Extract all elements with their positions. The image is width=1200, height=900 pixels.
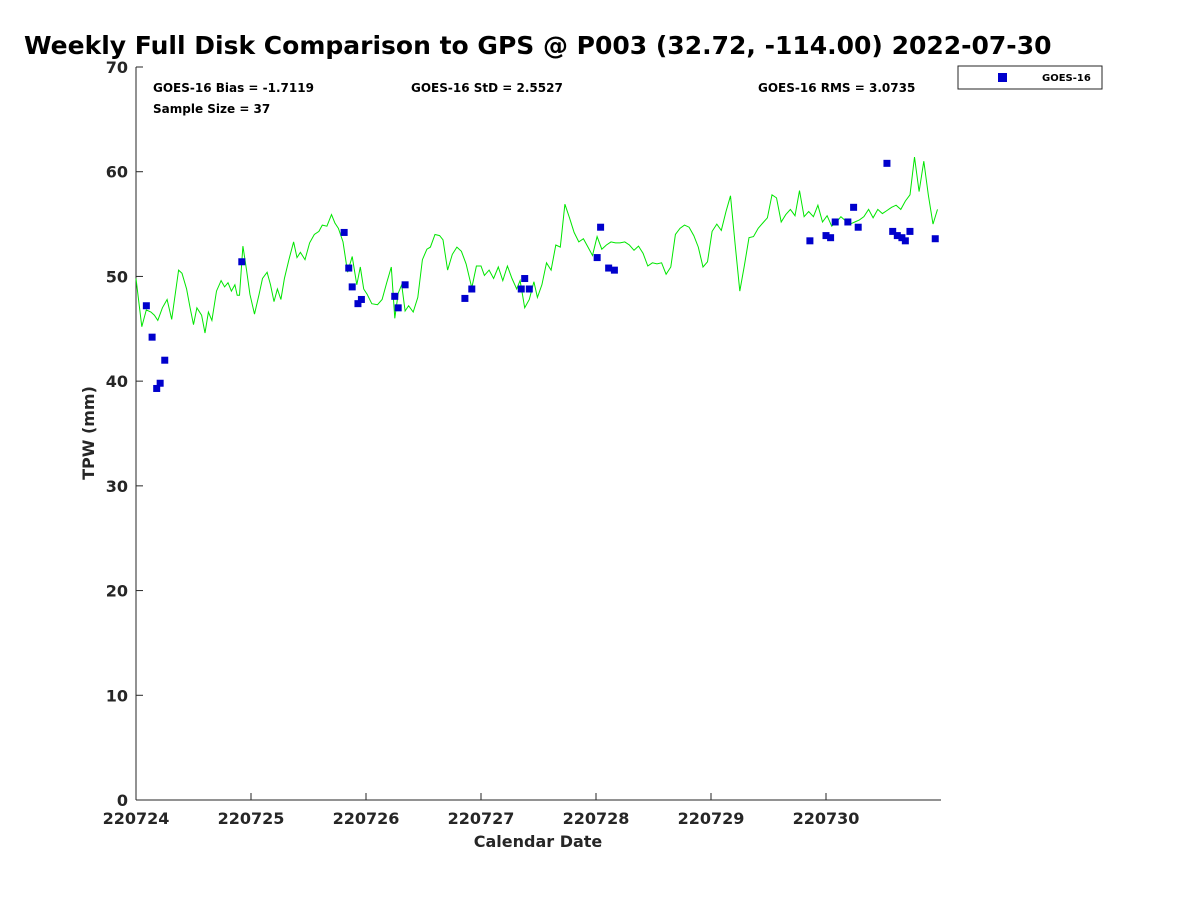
- x-tick-label: 220729: [678, 809, 745, 828]
- goes16-data-point: [348, 283, 356, 291]
- rms-stat: GOES-16 RMS = 3.0735: [758, 81, 915, 95]
- goes16-data-point: [893, 232, 901, 240]
- legend-box: [957, 65, 1103, 90]
- goes16-data-point: [340, 228, 348, 236]
- y-tick-label: 70: [106, 58, 128, 77]
- goes16-data-point: [883, 159, 891, 167]
- goes16-data-point: [806, 237, 814, 245]
- y-tick-label: 10: [106, 686, 128, 705]
- goes16-data-point: [238, 258, 246, 266]
- x-axis-label: Calendar Date: [474, 832, 603, 851]
- goes16-data-point: [357, 295, 365, 303]
- goes16-data-point: [142, 302, 150, 310]
- y-tick-label: 40: [106, 372, 128, 391]
- goes16-data-point: [593, 254, 601, 262]
- goes16-data-point: [827, 234, 835, 242]
- goes16-data-point: [850, 203, 858, 211]
- goes16-data-point: [597, 223, 605, 231]
- goes16-points: [142, 159, 939, 392]
- y-tick-label: 30: [106, 477, 128, 496]
- chart-title: Weekly Full Disk Comparison to GPS @ P00…: [24, 31, 1051, 60]
- x-tick-label: 220726: [333, 809, 400, 828]
- x-tick-label: 220727: [448, 809, 515, 828]
- goes16-data-point: [525, 285, 533, 293]
- goes16-data-point: [354, 300, 362, 308]
- sample-size-stat: Sample Size = 37: [153, 102, 270, 116]
- goes16-data-point: [822, 232, 830, 240]
- goes16-data-point: [394, 304, 402, 312]
- plot-area: [136, 67, 941, 800]
- goes16-data-point: [391, 292, 399, 300]
- x-tick-label: 220725: [218, 809, 285, 828]
- legend-marker: [998, 73, 1007, 82]
- goes16-data-point: [521, 275, 529, 283]
- y-tick-label: 0: [117, 791, 128, 810]
- goes16-data-point: [931, 235, 939, 243]
- x-tick-label: 220728: [563, 809, 630, 828]
- y-tick-label: 60: [106, 163, 128, 182]
- y-axis-label: TPW (mm): [79, 386, 98, 480]
- bias-stat: GOES-16 Bias = -1.7119: [153, 81, 314, 95]
- y-axis-ticks: 0 10 20 30 40 50 60 70: [106, 58, 143, 810]
- goes16-data-point: [468, 285, 476, 293]
- gps-tpw-series-line: [135, 157, 938, 334]
- goes16-data-point: [889, 227, 897, 235]
- goes16-data-point: [854, 223, 862, 231]
- gps-tpw-line: [135, 157, 938, 334]
- x-tick-label: 220730: [793, 809, 860, 828]
- goes16-data-point: [148, 333, 156, 341]
- legend-label: GOES-16: [1042, 73, 1091, 84]
- x-axis-ticks: 220724 220725 220726 220727 220728 220729 2207…: [103, 793, 860, 828]
- goes16-data-point: [401, 281, 409, 289]
- std-stat: GOES-16 StD = 2.5527: [411, 81, 563, 95]
- goes16-data-point: [156, 379, 164, 387]
- goes16-data-point: [901, 237, 909, 245]
- goes16-data-point: [161, 356, 169, 364]
- goes16-data-point: [906, 227, 914, 235]
- y-tick-label: 50: [106, 267, 128, 286]
- goes16-data-point: [605, 264, 613, 272]
- goes16-data-point: [610, 266, 618, 274]
- y-tick-label: 20: [106, 582, 128, 601]
- legend: GOES-16: [957, 65, 1103, 90]
- goes16-data-point: [831, 218, 839, 226]
- goes16-data-point: [153, 384, 161, 392]
- goes16-data-point: [461, 294, 469, 302]
- goes16-data-point: [844, 218, 852, 226]
- x-tick-label: 220724: [103, 809, 170, 828]
- goes16-data-point: [517, 285, 525, 293]
- goes16-data-point: [345, 264, 353, 272]
